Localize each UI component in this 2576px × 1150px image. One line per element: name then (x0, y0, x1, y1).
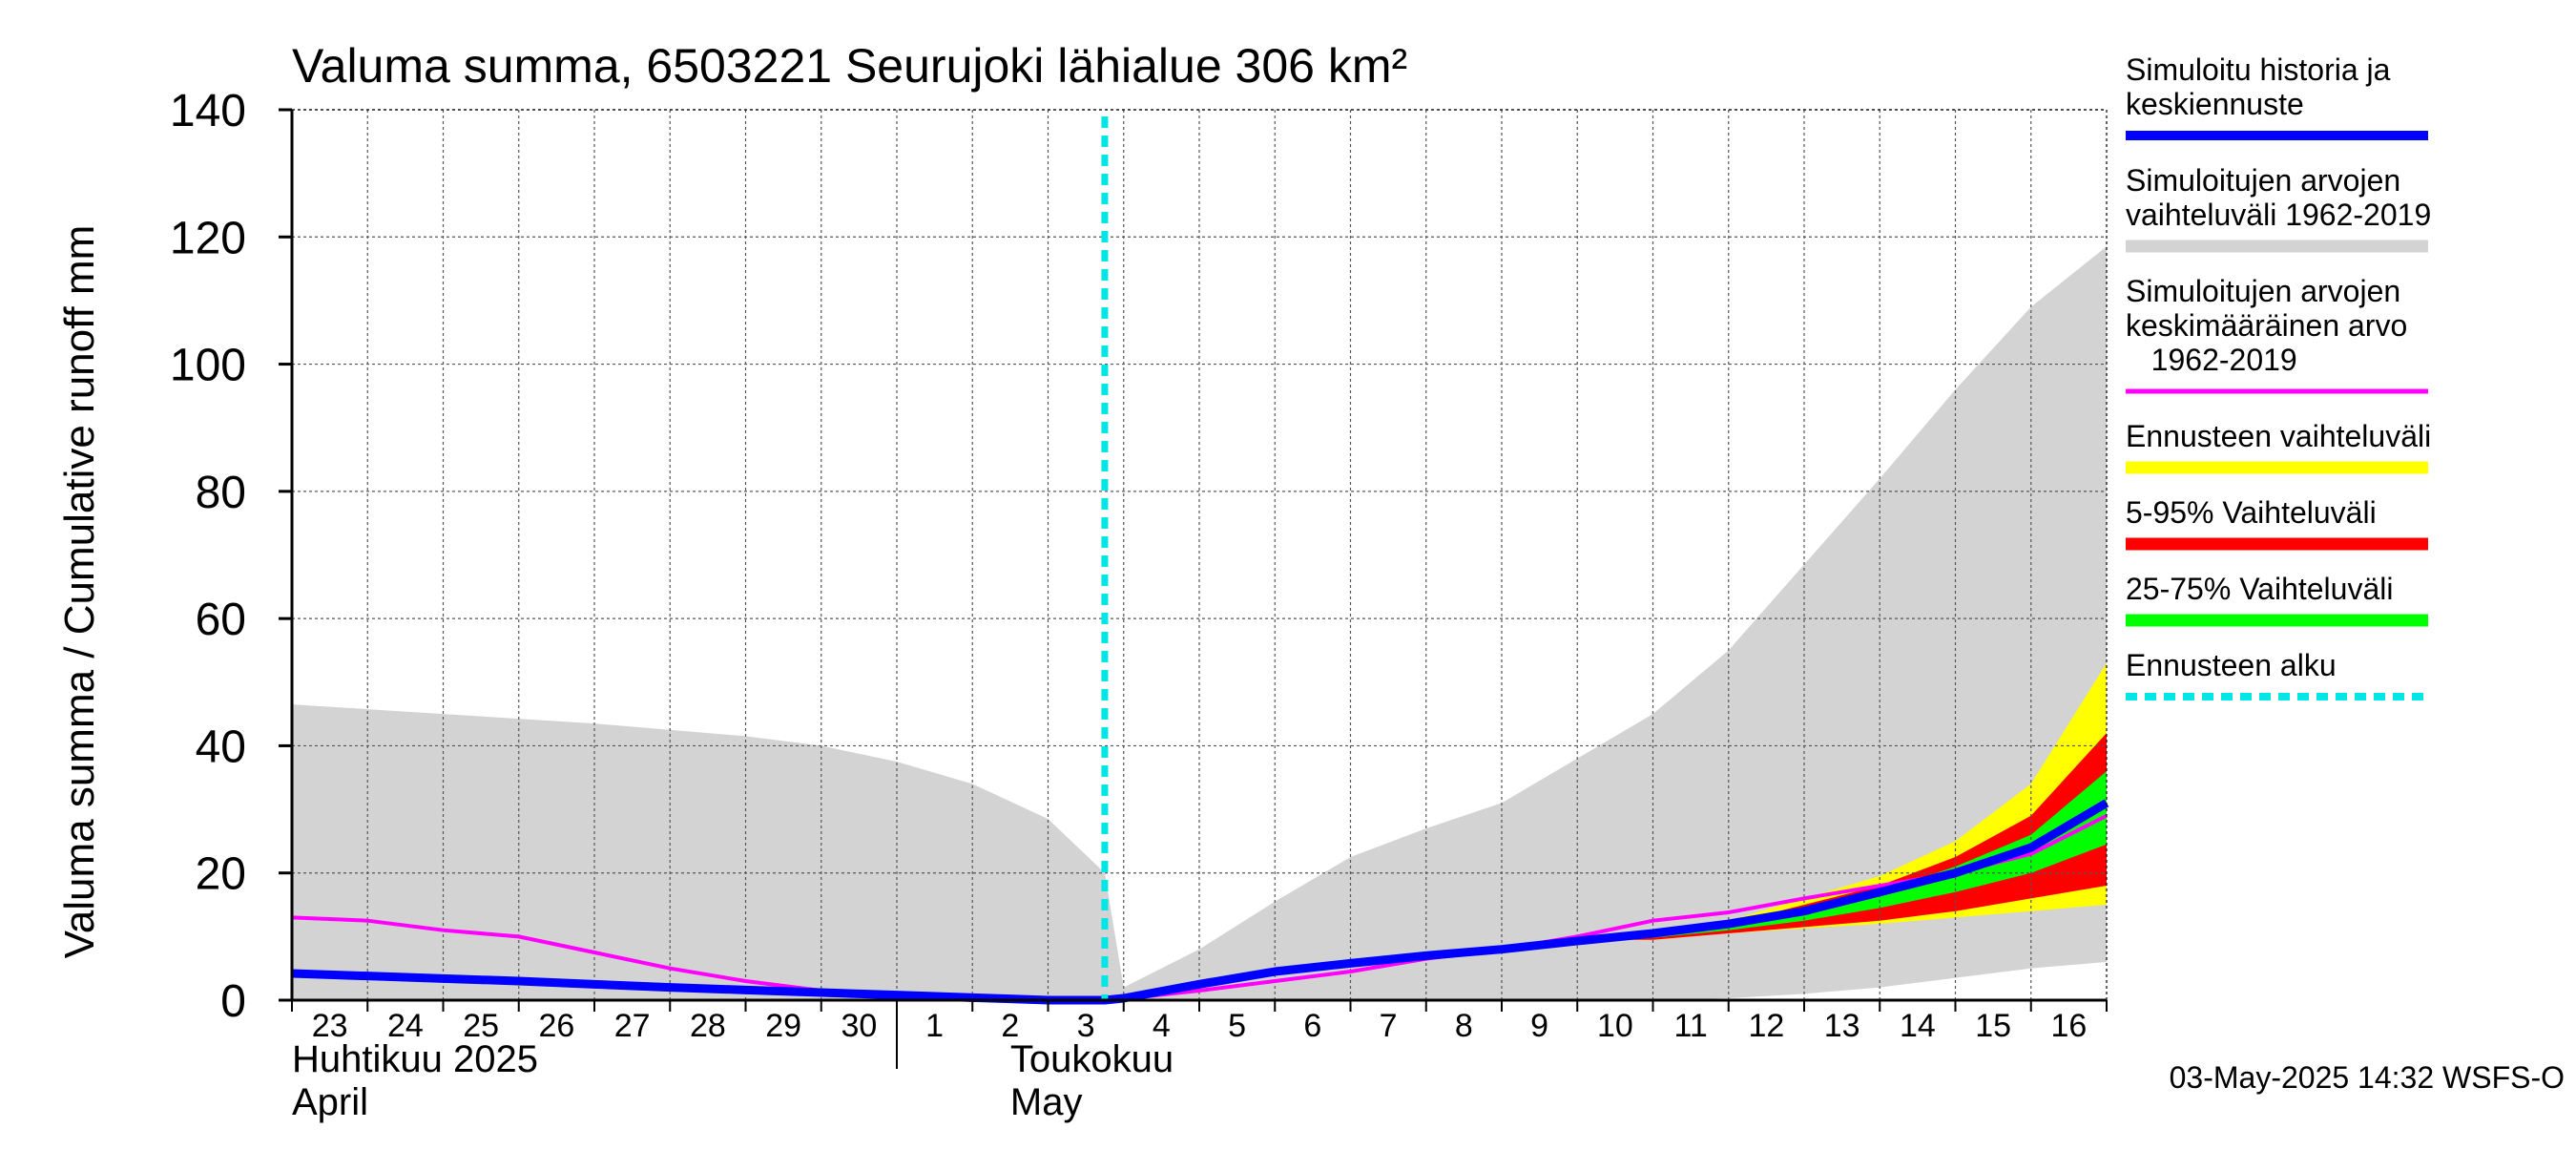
x-tick-label: 9 (1530, 1008, 1548, 1044)
x-tick-label: 27 (614, 1008, 651, 1044)
y-tick-label: 120 (170, 213, 246, 263)
x-tick-label: 2 (1001, 1008, 1019, 1044)
x-tick-label: 30 (841, 1008, 877, 1044)
legend-label: Simuloitu historia ja (2126, 52, 2391, 87)
y-axis-label: Valuma summa / Cumulative runoff mm (56, 225, 103, 959)
legend-label: Ennusteen vaihteluväli (2126, 419, 2431, 453)
x-tick-label: 11 (1673, 1008, 1707, 1044)
y-tick-label: 40 (196, 721, 246, 772)
x-tick-label: 16 (2050, 1008, 2087, 1044)
legend-label: Simuloitujen arvojen (2126, 163, 2400, 198)
x-tick-label: 29 (765, 1008, 801, 1044)
month-label-en: April (292, 1081, 368, 1123)
x-tick-label: 23 (312, 1008, 348, 1044)
x-tick-label: 5 (1228, 1008, 1246, 1044)
legend-label: Ennusteen alku (2126, 648, 2337, 682)
legend-label: 1962-2019 (2126, 343, 2297, 377)
x-tick-label: 10 (1597, 1008, 1633, 1044)
x-tick-label: 1 (925, 1008, 944, 1044)
x-tick-label: 13 (1824, 1008, 1860, 1044)
x-tick-label: 26 (538, 1008, 574, 1044)
month-label-fi: Huhtikuu 2025 (292, 1038, 538, 1080)
x-tick-label: 6 (1303, 1008, 1321, 1044)
chart-title: Valuma summa, 6503221 Seurujoki lähialue… (292, 39, 1407, 93)
legend-label: keskiennuste (2126, 87, 2304, 121)
x-tick-label: 25 (463, 1008, 499, 1044)
bands-layer (292, 246, 2107, 1001)
legend-label: vaihteluväli 1962-2019 (2126, 198, 2431, 232)
month-label-en: May (1010, 1081, 1083, 1123)
y-tick-label: 0 (220, 976, 246, 1027)
y-tick-label: 100 (170, 341, 246, 391)
simulated-median-line (291, 799, 2109, 1005)
x-tick-label: 4 (1153, 1008, 1171, 1044)
legend-label: 5-95% Vaihteluväli (2126, 495, 2377, 530)
legend-label: Simuloitujen arvojen (2126, 274, 2400, 308)
x-tick-label: 3 (1077, 1008, 1095, 1044)
y-tick-label: 60 (196, 595, 246, 645)
x-tick-label: 15 (1975, 1008, 2011, 1044)
legend-label: 25-75% Vaihteluväli (2126, 572, 2393, 606)
x-tick-label: 7 (1380, 1008, 1398, 1044)
x-tick-label: 14 (1900, 1008, 1936, 1044)
y-tick-label: 80 (196, 468, 246, 518)
axes-layer (279, 108, 2108, 1069)
legend-label: keskimääräinen arvo (2126, 308, 2407, 343)
x-tick-label: 24 (387, 1008, 424, 1044)
y-tick-label: 20 (196, 849, 246, 900)
month-label-fi: Toukokuu (1010, 1038, 1174, 1080)
x-tick-label: 12 (1748, 1008, 1784, 1044)
footer-timestamp: 03-May-2025 14:32 WSFS-O (2170, 1060, 2565, 1095)
historical-range-band (292, 246, 2107, 1001)
y-tick-label: 140 (170, 86, 246, 136)
x-tick-label: 8 (1455, 1008, 1473, 1044)
x-tick-label: 28 (690, 1008, 726, 1044)
